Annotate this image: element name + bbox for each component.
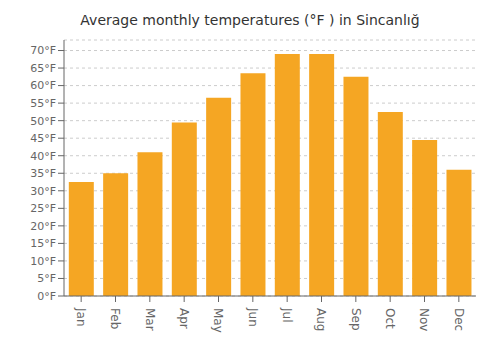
svg-text:45°F: 45°F [30,132,56,145]
svg-text:Sep: Sep [349,308,363,331]
svg-text:Oct: Oct [383,308,397,329]
svg-text:0°F: 0°F [37,290,56,303]
svg-text:Dec: Dec [452,308,466,331]
svg-text:65°F: 65°F [30,62,56,75]
svg-text:55°F: 55°F [30,97,56,110]
svg-text:10°F: 10°F [30,255,56,268]
svg-text:May: May [211,308,225,333]
svg-text:60°F: 60°F [30,79,56,92]
svg-text:Apr: Apr [177,308,191,329]
svg-text:Aug: Aug [314,308,328,331]
svg-text:30°F: 30°F [30,185,56,198]
svg-text:Jun: Jun [246,307,260,327]
html-text:Average monthly temperatures (: Average monthly temperatures (°F ) in Si… [80,12,420,28]
svg-text:Jan: Jan [74,307,88,327]
svg-text:Feb: Feb [108,308,122,329]
svg-text:Nov: Nov [417,308,431,331]
svg-text:70°F: 70°F [30,44,56,57]
svg-text:Jul: Jul [280,307,294,322]
svg-text:20°F: 20°F [30,220,56,233]
svg-text:15°F: 15°F [30,237,56,250]
svg-text:35°F: 35°F [30,167,56,180]
svg-text:5°F: 5°F [37,272,56,285]
svg-text:50°F: 50°F [30,115,56,128]
svg-text:25°F: 25°F [30,202,56,215]
svg-text:Mar: Mar [143,308,157,331]
svg-text:40°F: 40°F [30,150,56,163]
